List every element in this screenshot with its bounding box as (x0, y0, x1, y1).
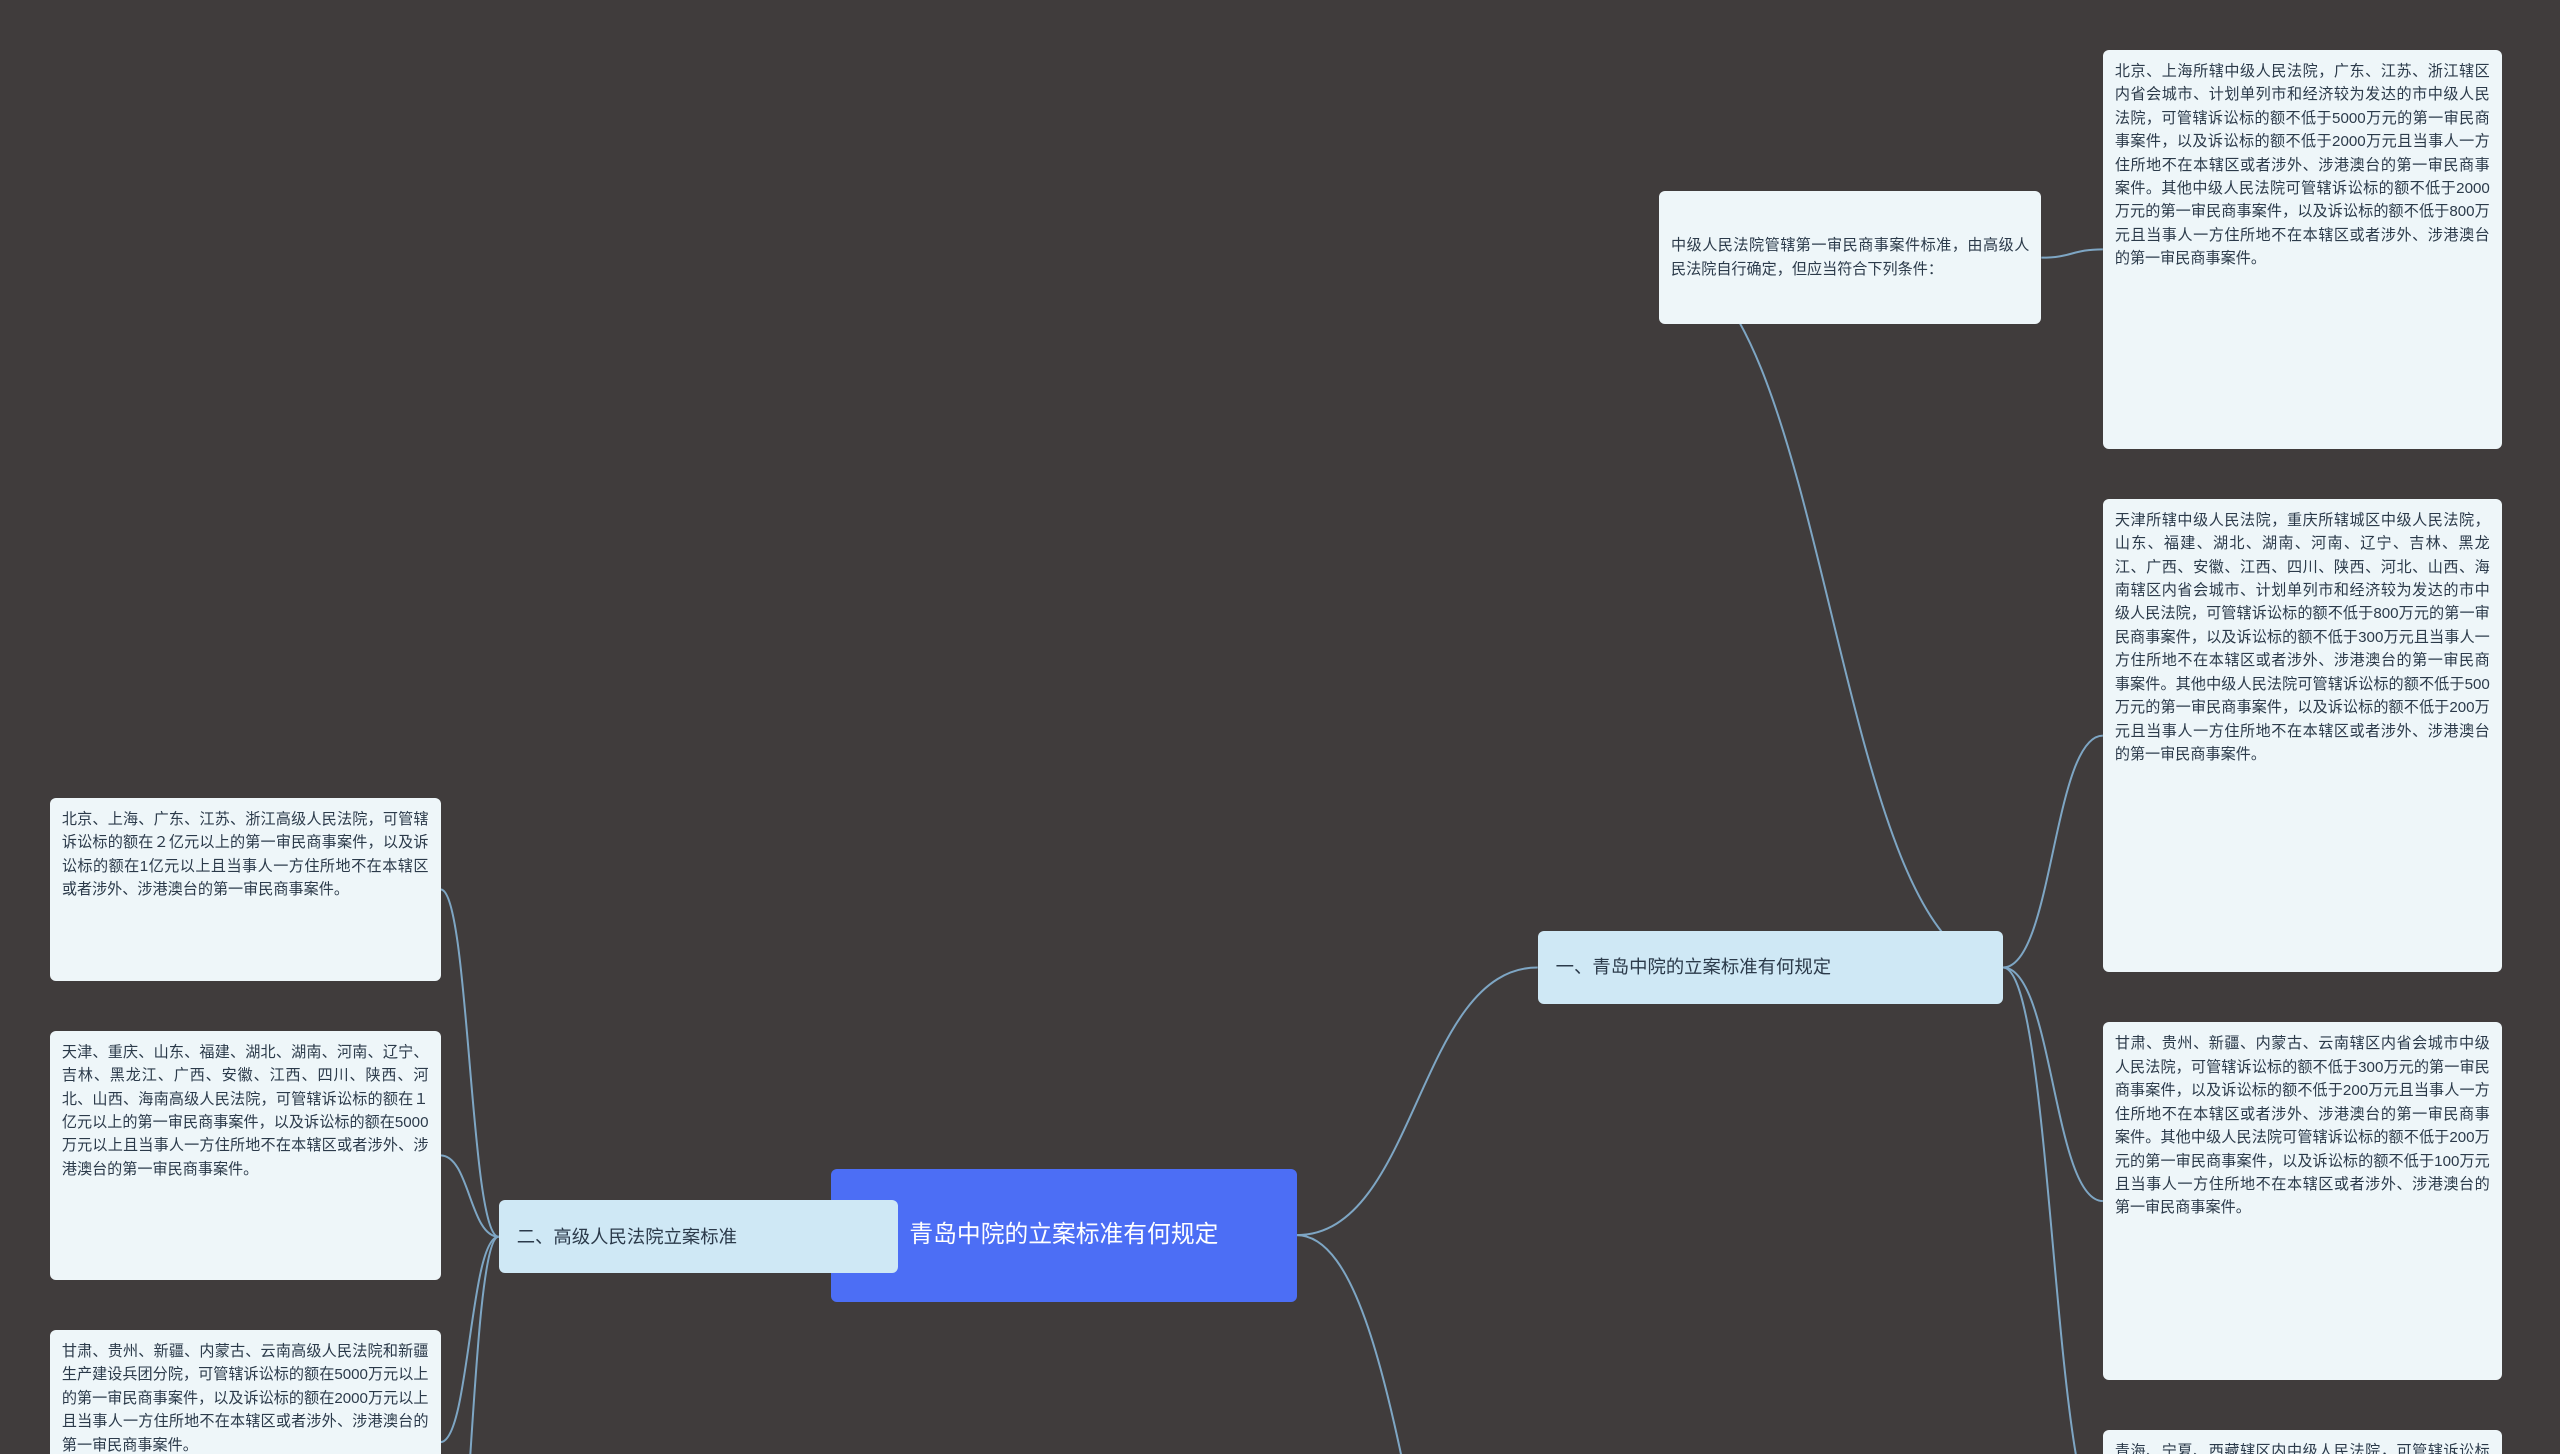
section2-leaf-2-text: 甘肃、贵州、新疆、内蒙古、云南高级人民法院和新疆生产建设兵团分院，可管辖诉讼标的… (62, 1343, 429, 1454)
section1-intermediate-text: 中级人民法院管辖第一审民商事案件标准，由高级人民法院自行确定，但应当符合下列条件… (1671, 234, 2029, 281)
section1-leaf-3: 青海、宁夏、西藏辖区内中级人民法院，可管辖诉讼标的额不低于100万元的第一审民商… (2103, 1430, 2502, 1454)
section2-leaf-2: 甘肃、贵州、新疆、内蒙古、云南高级人民法院和新疆生产建设兵团分院，可管辖诉讼标的… (50, 1330, 441, 1454)
section1-intermediate: 中级人民法院管辖第一审民商事案件标准，由高级人民法院自行确定，但应当符合下列条件… (1659, 191, 2041, 324)
section1-leaf-2: 甘肃、贵州、新疆、内蒙古、云南辖区内省会城市中级人民法院，可管辖诉讼标的额不低于… (2103, 1022, 2502, 1379)
branch-section-1: 一、青岛中院的立案标准有何规定 (1538, 931, 2003, 1004)
root-label: 青岛中院的立案标准有何规定 (909, 1217, 1218, 1254)
section1-leaf-1: 天津所辖中级人民法院，重庆所辖城区中级人民法院，山东、福建、湖北、湖南、河南、辽… (2103, 499, 2502, 973)
section1-leaf-0: 北京、上海所辖中级人民法院，广东、江苏、浙江辖区内省会城市、计划单列市和经济较为… (2103, 50, 2502, 449)
section1-leaf-2-text: 甘肃、贵州、新疆、内蒙古、云南辖区内省会城市中级人民法院，可管辖诉讼标的额不低于… (2115, 1035, 2490, 1216)
branch-section-2: 二、高级人民法院立案标准 (499, 1200, 898, 1273)
section2-leaf-1: 天津、重庆、山东、福建、湖北、湖南、河南、辽宁、吉林、黑龙江、广西、安徽、江西、… (50, 1031, 441, 1280)
section1-leaf-0-text: 北京、上海所辖中级人民法院，广东、江苏、浙江辖区内省会城市、计划单列市和经济较为… (2115, 63, 2490, 268)
section2-leaf-1-text: 天津、重庆、山东、福建、湖北、湖南、河南、辽宁、吉林、黑龙江、广西、安徽、江西、… (62, 1044, 429, 1178)
section1-leaf-3-text: 青海、宁夏、西藏辖区内中级人民法院，可管辖诉讼标的额不低于100万元的第一审民商… (2115, 1443, 2490, 1454)
root-node: 青岛中院的立案标准有何规定 (831, 1169, 1296, 1302)
section2-leaf-0: 北京、上海、广东、江苏、浙江高级人民法院，可管辖诉讼标的额在２亿元以上的第一审民… (50, 798, 441, 981)
branch-section-2-label: 二、高级人民法院立案标准 (517, 1223, 737, 1251)
section2-leaf-0-text: 北京、上海、广东、江苏、浙江高级人民法院，可管辖诉讼标的额在２亿元以上的第一审民… (62, 811, 429, 898)
section1-leaf-1-text: 天津所辖中级人民法院，重庆所辖城区中级人民法院，山东、福建、湖北、湖南、河南、辽… (2115, 512, 2490, 763)
branch-section-1-label: 一、青岛中院的立案标准有何规定 (1556, 953, 1831, 981)
